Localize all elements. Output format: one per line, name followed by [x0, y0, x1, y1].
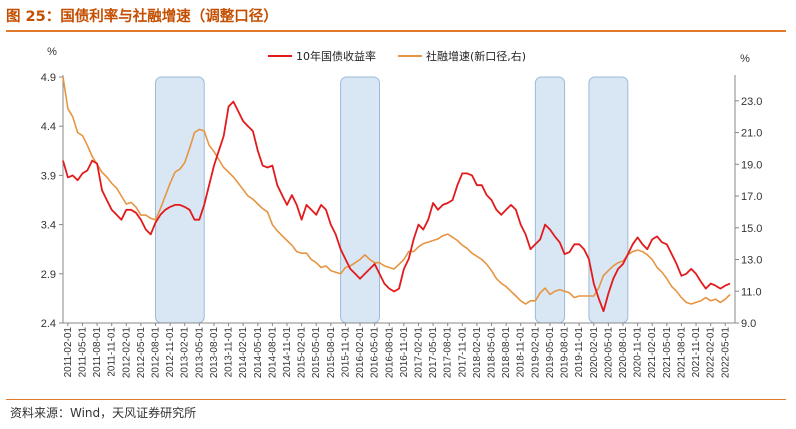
- x-tick-label: 2011-02-01: [63, 327, 74, 378]
- x-tick-label: 2021-02-01: [647, 327, 658, 379]
- x-tick-label: 2011-05-01: [77, 327, 88, 378]
- x-tick-label: 2012-02-01: [121, 327, 132, 379]
- x-tick-label: 2018-11-01: [516, 327, 527, 378]
- x-axis-ticks: 2011-02-01 2011-05-01 2011-08-01 2011-11-01…: [63, 323, 731, 378]
- left-unit-label: %: [47, 46, 57, 58]
- series-line-tsf-growth: [62, 76, 731, 305]
- right-axis-ticks: 9.0 11.0 13.0 15.0 17.0 19.0 21.0 23.0: [735, 96, 762, 330]
- shaded-period-2: [340, 76, 381, 324]
- x-tick-label: 2018-08-01: [501, 327, 512, 379]
- x-tick-label: 2022-02-01: [706, 327, 717, 379]
- right-tick-label: 21.0: [741, 128, 762, 140]
- x-tick-label: 2016-05-01: [370, 327, 381, 379]
- left-tick-label: 4.4: [41, 121, 56, 133]
- x-tick-label: 2014-11-01: [282, 327, 293, 378]
- x-tick-label: 2012-08-01: [151, 327, 162, 379]
- shaded-period-1: [155, 76, 205, 324]
- bottom-rule: [6, 399, 786, 400]
- x-tick-label: 2014-02-01: [238, 327, 249, 379]
- right-tick-label: 17.0: [741, 191, 762, 203]
- left-tick-label: 2.9: [41, 269, 56, 281]
- x-tick-label: 2022-05-01: [720, 327, 731, 379]
- x-tick-label: 2015-02-01: [297, 327, 308, 379]
- x-tick-label: 2018-05-01: [487, 327, 498, 379]
- x-tick-label: 2021-08-01: [676, 327, 687, 379]
- x-tick-label: 2020-02-01: [589, 327, 600, 379]
- shaded-periods: [155, 76, 629, 324]
- figure-title: 图 25：国债利率与社融增速（调整口径）: [6, 9, 278, 25]
- x-tick-label: 2015-05-01: [311, 327, 322, 379]
- left-tick-label: 3.4: [41, 220, 56, 232]
- x-tick-label: 2013-02-01: [180, 327, 191, 379]
- x-tick-label: 2017-11-01: [457, 327, 468, 378]
- legend-label: 10年国债收益率: [296, 49, 376, 63]
- series-lines: [62, 76, 731, 313]
- x-tick-label: 2019-05-01: [545, 327, 556, 379]
- x-tick-label: 2016-08-01: [384, 327, 395, 379]
- legend-label: 社融增速(新口径,右): [426, 49, 526, 63]
- right-tick-label: 19.0: [741, 159, 762, 171]
- x-tick-label: 2012-11-01: [165, 327, 176, 378]
- x-tick-label: 2019-11-01: [574, 327, 585, 378]
- x-tick-label: 2020-11-01: [633, 327, 644, 378]
- x-tick-label: 2011-11-01: [107, 327, 118, 377]
- x-tick-label: 2021-11-01: [691, 327, 702, 378]
- x-tick-label: 2016-02-01: [355, 327, 366, 379]
- x-tick-label: 2020-08-01: [618, 327, 629, 379]
- x-tick-label: 2013-05-01: [194, 327, 205, 379]
- x-tick-label: 2015-08-01: [326, 327, 337, 379]
- right-tick-label: 23.0: [741, 96, 762, 108]
- shaded-period-3: [534, 76, 566, 324]
- legend: 10年国债收益率 社融增速(新口径,右): [268, 49, 526, 63]
- x-tick-label: 2017-05-01: [428, 327, 439, 379]
- x-tick-label: 2013-11-01: [224, 327, 235, 378]
- x-tick-label: 2014-08-01: [267, 327, 278, 379]
- x-tick-label: 2016-11-01: [399, 327, 410, 378]
- x-tick-label: 2018-02-01: [472, 327, 483, 379]
- x-tick-label: 2012-05-01: [136, 327, 147, 379]
- x-tick-label: 2019-08-01: [560, 327, 571, 379]
- left-tick-label: 4.9: [41, 72, 56, 84]
- source-note: 资料来源：Wind，天风证券研究所: [10, 406, 197, 420]
- right-tick-label: 9.0: [741, 318, 756, 330]
- x-tick-label: 2019-02-01: [530, 327, 541, 379]
- left-axis-ticks: 2.4 2.9 3.4 3.9 4.4 4.9: [41, 72, 63, 330]
- right-tick-label: 11.0: [741, 286, 762, 298]
- x-tick-label: 2020-05-01: [603, 327, 614, 379]
- left-tick-label: 2.4: [41, 318, 56, 330]
- right-unit-label: %: [740, 53, 750, 65]
- right-tick-label: 15.0: [741, 223, 762, 235]
- dual-axis-line-chart: 2.4 2.9 3.4 3.9 4.4 4.9 9.0 11.0 13.0 15.0 17.0 19…: [41, 46, 763, 378]
- x-tick-label: 2021-05-01: [662, 327, 673, 379]
- x-tick-label: 2014-05-01: [253, 327, 264, 379]
- x-tick-label: 2013-08-01: [209, 327, 220, 379]
- x-tick-label: 2015-11-01: [340, 327, 351, 378]
- x-tick-label: 2017-02-01: [413, 327, 424, 379]
- right-tick-label: 13.0: [741, 255, 762, 267]
- x-tick-label: 2011-08-01: [92, 327, 103, 378]
- title-rule: [6, 30, 786, 32]
- left-tick-label: 3.9: [41, 170, 56, 182]
- x-tick-label: 2017-08-01: [443, 327, 454, 379]
- series-line-10y-yield: [62, 100, 731, 313]
